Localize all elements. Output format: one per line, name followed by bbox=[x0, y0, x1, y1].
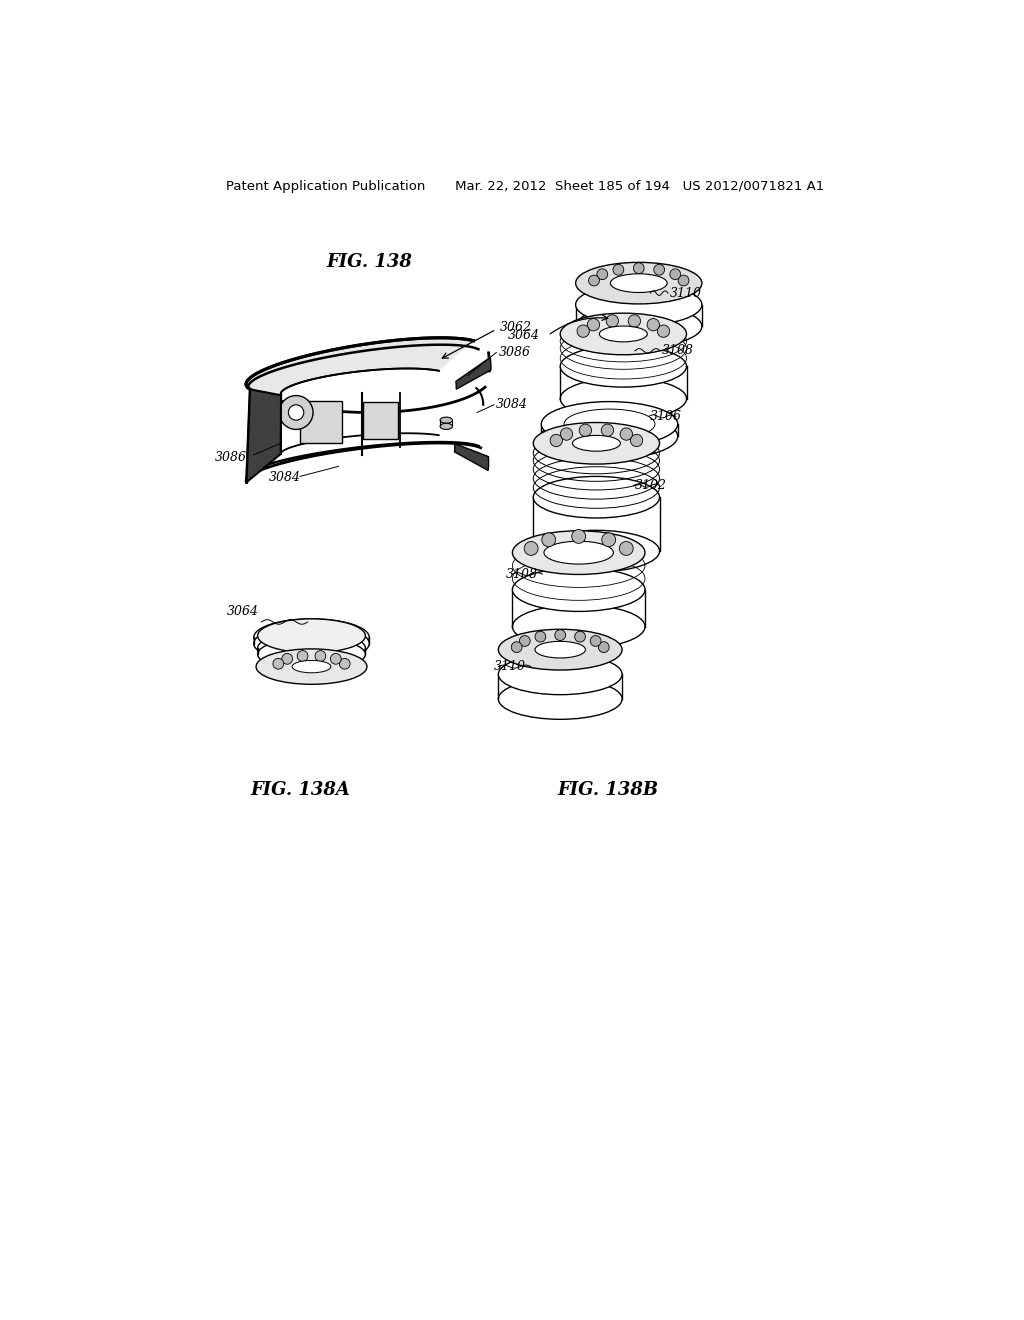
Ellipse shape bbox=[292, 660, 331, 673]
Text: 3084: 3084 bbox=[269, 471, 301, 484]
Ellipse shape bbox=[254, 619, 370, 656]
Circle shape bbox=[524, 541, 538, 556]
Ellipse shape bbox=[535, 642, 586, 657]
Ellipse shape bbox=[534, 422, 659, 465]
Ellipse shape bbox=[258, 638, 366, 671]
Ellipse shape bbox=[534, 477, 659, 517]
Bar bbox=[364, 403, 397, 440]
Text: 3110: 3110 bbox=[494, 660, 526, 673]
Ellipse shape bbox=[577, 413, 642, 434]
Text: 3084: 3084 bbox=[497, 399, 528, 412]
Circle shape bbox=[670, 269, 681, 280]
Bar bbox=[300, 401, 342, 444]
Circle shape bbox=[590, 635, 601, 647]
Ellipse shape bbox=[542, 401, 678, 446]
Circle shape bbox=[282, 653, 293, 664]
Ellipse shape bbox=[575, 305, 701, 347]
Ellipse shape bbox=[599, 326, 647, 342]
Ellipse shape bbox=[577, 425, 642, 447]
Circle shape bbox=[571, 529, 586, 544]
Circle shape bbox=[606, 314, 618, 327]
Ellipse shape bbox=[499, 678, 623, 719]
Circle shape bbox=[589, 275, 599, 286]
Ellipse shape bbox=[254, 626, 370, 663]
Circle shape bbox=[629, 314, 641, 327]
Polygon shape bbox=[247, 389, 281, 482]
Ellipse shape bbox=[258, 632, 366, 664]
Ellipse shape bbox=[512, 568, 645, 611]
Circle shape bbox=[519, 635, 530, 647]
Circle shape bbox=[339, 659, 350, 669]
Ellipse shape bbox=[564, 409, 655, 440]
Circle shape bbox=[560, 428, 572, 440]
Circle shape bbox=[602, 533, 615, 546]
Circle shape bbox=[588, 318, 600, 331]
Ellipse shape bbox=[560, 313, 686, 355]
Ellipse shape bbox=[610, 273, 668, 293]
Ellipse shape bbox=[572, 436, 621, 451]
Text: 3108: 3108 bbox=[662, 345, 694, 358]
Circle shape bbox=[511, 642, 522, 652]
Circle shape bbox=[613, 264, 624, 275]
Text: 3064: 3064 bbox=[226, 605, 259, 618]
Text: FIG. 138B: FIG. 138B bbox=[557, 781, 658, 799]
Circle shape bbox=[550, 434, 562, 446]
Circle shape bbox=[631, 434, 643, 446]
Circle shape bbox=[280, 396, 313, 429]
Circle shape bbox=[331, 653, 341, 664]
Circle shape bbox=[535, 631, 546, 642]
Circle shape bbox=[578, 325, 590, 338]
Text: 3086: 3086 bbox=[215, 450, 247, 463]
Circle shape bbox=[647, 318, 659, 331]
Ellipse shape bbox=[564, 421, 655, 451]
Text: 3064: 3064 bbox=[508, 329, 540, 342]
Circle shape bbox=[634, 263, 644, 273]
Ellipse shape bbox=[512, 605, 645, 648]
Ellipse shape bbox=[258, 619, 366, 653]
Ellipse shape bbox=[258, 632, 366, 667]
Ellipse shape bbox=[534, 531, 659, 572]
Ellipse shape bbox=[256, 649, 367, 684]
Circle shape bbox=[620, 541, 633, 556]
Ellipse shape bbox=[544, 541, 613, 564]
Ellipse shape bbox=[440, 424, 453, 429]
Circle shape bbox=[574, 631, 586, 642]
Circle shape bbox=[598, 642, 609, 652]
Circle shape bbox=[542, 533, 556, 546]
Circle shape bbox=[621, 428, 633, 440]
Text: FIG. 138A: FIG. 138A bbox=[250, 781, 350, 799]
Circle shape bbox=[597, 269, 607, 280]
Text: 3102: 3102 bbox=[635, 479, 667, 492]
Ellipse shape bbox=[560, 346, 686, 387]
Ellipse shape bbox=[499, 653, 623, 694]
Text: 3086: 3086 bbox=[499, 346, 530, 359]
Circle shape bbox=[601, 424, 613, 437]
Ellipse shape bbox=[542, 414, 678, 459]
Circle shape bbox=[657, 325, 670, 338]
Circle shape bbox=[653, 264, 665, 275]
Ellipse shape bbox=[440, 417, 453, 424]
Ellipse shape bbox=[575, 263, 701, 304]
Circle shape bbox=[273, 659, 284, 669]
Ellipse shape bbox=[560, 378, 686, 420]
Polygon shape bbox=[455, 444, 488, 470]
Polygon shape bbox=[246, 338, 473, 395]
Ellipse shape bbox=[575, 284, 701, 326]
Circle shape bbox=[289, 405, 304, 420]
Circle shape bbox=[678, 275, 689, 286]
Text: Patent Application Publication       Mar. 22, 2012  Sheet 185 of 194   US 2012/0: Patent Application Publication Mar. 22, … bbox=[225, 181, 824, 194]
Polygon shape bbox=[456, 358, 490, 389]
Text: 3110: 3110 bbox=[670, 286, 701, 300]
Text: 3108: 3108 bbox=[506, 568, 539, 581]
Circle shape bbox=[315, 651, 326, 661]
Circle shape bbox=[297, 651, 308, 661]
Circle shape bbox=[580, 424, 592, 437]
Text: FIG. 138: FIG. 138 bbox=[327, 253, 413, 272]
Text: 3062: 3062 bbox=[500, 321, 532, 334]
Text: 3106: 3106 bbox=[650, 409, 682, 422]
Circle shape bbox=[555, 630, 565, 640]
Ellipse shape bbox=[499, 630, 623, 671]
Ellipse shape bbox=[512, 531, 645, 574]
